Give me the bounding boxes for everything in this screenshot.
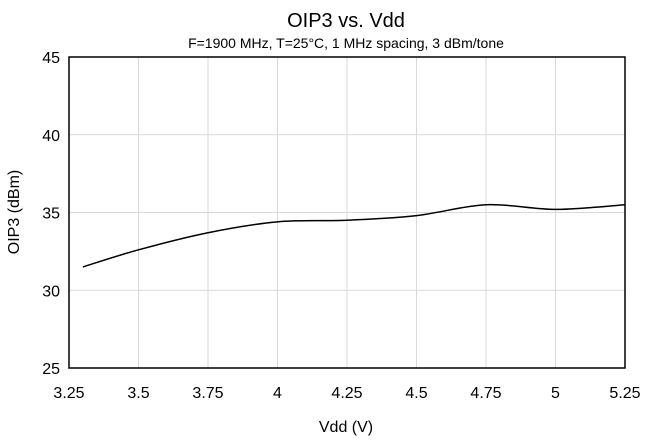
- gridlines: [69, 57, 625, 368]
- x-tick-label: 4: [273, 385, 282, 402]
- y-tick-label: 40: [42, 128, 60, 145]
- x-tick-label: 4.5: [405, 385, 427, 402]
- y-axis-label: OIP3 (dBm): [6, 170, 23, 254]
- x-tick-label: 4.25: [331, 385, 362, 402]
- x-tick-label: 3.75: [192, 385, 223, 402]
- x-tick-label: 5: [551, 385, 560, 402]
- x-tick-label: 3.25: [53, 385, 84, 402]
- series-layer: [82, 203, 626, 268]
- y-tick-label: 30: [42, 283, 60, 300]
- x-axis-ticks: 3.25 3.5 3.75 4 4.25 4.5 4.75 5 5.25: [53, 385, 640, 402]
- y-tick-label: 45: [42, 50, 60, 67]
- y-tick-label: 25: [42, 361, 60, 378]
- x-tick-label: 3.5: [127, 385, 149, 402]
- y-axis-ticks: 25 30 35 40 45: [42, 50, 60, 378]
- y-tick-label: 35: [42, 206, 60, 223]
- plot-frame: [68, 56, 626, 369]
- chart-title: OIP3 vs. Vdd: [287, 10, 405, 32]
- x-tick-label: 5.25: [609, 385, 640, 402]
- x-axis-label: Vdd (V): [319, 419, 373, 436]
- series-line-oip3: [82, 203, 626, 268]
- chart-subtitle: F=1900 MHz, T=25°C, 1 MHz spacing, 3 dBm…: [188, 35, 504, 51]
- x-tick-label: 4.75: [470, 385, 501, 402]
